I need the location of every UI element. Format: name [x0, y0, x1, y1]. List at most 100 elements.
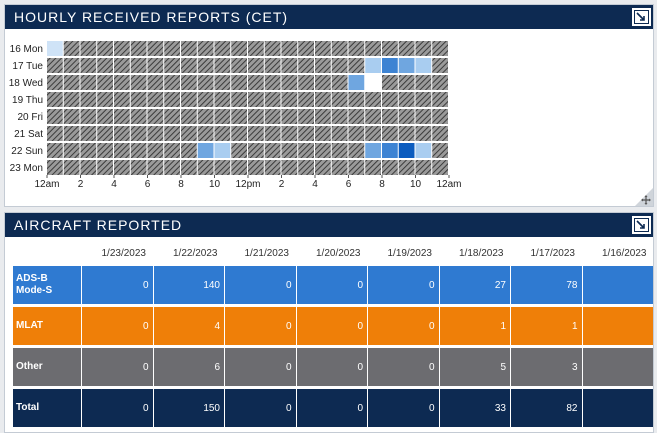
heatmap-cell[interactable] — [164, 143, 180, 158]
heatmap-cell[interactable] — [348, 58, 365, 73]
heatmap-cell[interactable] — [114, 75, 130, 90]
heatmap-cell[interactable] — [47, 126, 63, 141]
heatmap-cell[interactable] — [97, 92, 113, 107]
heatmap-cell[interactable] — [298, 126, 314, 141]
heatmap-cell[interactable] — [365, 143, 381, 158]
heatmap-cell[interactable] — [197, 160, 214, 175]
heatmap-cell[interactable] — [331, 126, 348, 141]
heatmap-cell[interactable] — [130, 58, 147, 73]
heatmap-cell[interactable] — [214, 160, 231, 175]
heatmap-cell[interactable] — [298, 75, 314, 90]
heatmap-cell[interactable] — [382, 160, 398, 175]
heatmap-cell[interactable] — [130, 109, 147, 124]
heatmap-cell[interactable] — [264, 160, 281, 175]
heatmap-cell[interactable] — [147, 41, 164, 56]
heatmap-cell[interactable] — [415, 75, 432, 90]
heatmap-cell[interactable] — [214, 92, 231, 107]
heatmap-cell[interactable] — [164, 92, 180, 107]
heatmap-cell[interactable] — [181, 126, 197, 141]
heatmap-cell[interactable] — [197, 109, 214, 124]
heatmap-cell[interactable] — [281, 92, 298, 107]
heatmap-cell[interactable] — [147, 92, 164, 107]
heatmap-cell[interactable] — [331, 160, 348, 175]
heatmap-cell[interactable] — [231, 109, 247, 124]
heatmap-cell[interactable] — [398, 160, 415, 175]
heatmap-cell[interactable] — [398, 75, 415, 90]
heatmap-cell[interactable] — [331, 75, 348, 90]
heatmap-cell[interactable] — [197, 58, 214, 73]
heatmap-cell[interactable] — [164, 109, 180, 124]
heatmap-cell[interactable] — [315, 109, 331, 124]
heatmap-cell[interactable] — [348, 143, 365, 158]
heatmap-cell[interactable] — [398, 143, 415, 158]
heatmap-cell[interactable] — [197, 143, 214, 158]
heatmap-cell[interactable] — [432, 126, 448, 141]
heatmap-cell[interactable] — [248, 126, 264, 141]
heatmap-cell[interactable] — [47, 41, 63, 56]
heatmap-cell[interactable] — [80, 75, 97, 90]
heatmap-cell[interactable] — [197, 41, 214, 56]
heatmap-cell[interactable] — [415, 41, 432, 56]
heatmap-cell[interactable] — [63, 58, 80, 73]
heatmap-cell[interactable] — [114, 126, 130, 141]
heatmap-cell[interactable] — [181, 41, 197, 56]
heatmap-cell[interactable] — [231, 58, 247, 73]
heatmap-cell[interactable] — [315, 75, 331, 90]
heatmap-cell[interactable] — [47, 75, 63, 90]
heatmap-cell[interactable] — [348, 92, 365, 107]
heatmap-cell[interactable] — [281, 41, 298, 56]
heatmap-cell[interactable] — [63, 126, 80, 141]
heatmap-cell[interactable] — [181, 92, 197, 107]
heatmap-cell[interactable] — [348, 160, 365, 175]
heatmap-cell[interactable] — [197, 92, 214, 107]
heatmap-cell[interactable] — [415, 143, 432, 158]
heatmap-cell[interactable] — [248, 92, 264, 107]
heatmap-cell[interactable] — [264, 75, 281, 90]
heatmap-cell[interactable] — [281, 58, 298, 73]
heatmap-cell[interactable] — [114, 58, 130, 73]
heatmap-cell[interactable] — [331, 109, 348, 124]
heatmap-cell[interactable] — [231, 92, 247, 107]
heatmap-cell[interactable] — [80, 109, 97, 124]
heatmap-cell[interactable] — [164, 75, 180, 90]
heatmap-cell[interactable] — [398, 109, 415, 124]
heatmap-cell[interactable] — [382, 41, 398, 56]
heatmap-cell[interactable] — [80, 143, 97, 158]
heatmap-cell[interactable] — [214, 126, 231, 141]
heatmap-cell[interactable] — [415, 58, 432, 73]
heatmap-cell[interactable] — [248, 109, 264, 124]
heatmap-cell[interactable] — [298, 160, 314, 175]
heatmap-cell[interactable] — [80, 126, 97, 141]
heatmap-cell[interactable] — [197, 75, 214, 90]
heatmap-cell[interactable] — [231, 41, 247, 56]
heatmap-cell[interactable] — [432, 58, 448, 73]
heatmap-cell[interactable] — [80, 41, 97, 56]
heatmap-cell[interactable] — [147, 75, 164, 90]
heatmap-cell[interactable] — [214, 143, 231, 158]
heatmap-cell[interactable] — [97, 126, 113, 141]
heatmap-cell[interactable] — [382, 126, 398, 141]
heatmap-cell[interactable] — [97, 41, 113, 56]
heatmap-cell[interactable] — [248, 58, 264, 73]
heatmap-cell[interactable] — [63, 143, 80, 158]
heatmap-cell[interactable] — [415, 109, 432, 124]
expand-icon[interactable] — [632, 216, 651, 234]
heatmap-cell[interactable] — [248, 160, 264, 175]
heatmap-cell[interactable] — [47, 58, 63, 73]
heatmap-cell[interactable] — [181, 109, 197, 124]
heatmap-cell[interactable] — [214, 58, 231, 73]
heatmap-cell[interactable] — [181, 160, 197, 175]
heatmap-cell[interactable] — [63, 41, 80, 56]
heatmap-cell[interactable] — [63, 92, 80, 107]
heatmap-cell[interactable] — [281, 126, 298, 141]
heatmap-cell[interactable] — [264, 41, 281, 56]
heatmap-cell[interactable] — [248, 41, 264, 56]
heatmap-cell[interactable] — [130, 41, 147, 56]
heatmap-cell[interactable] — [415, 160, 432, 175]
heatmap-cell[interactable] — [365, 126, 381, 141]
heatmap-cell[interactable] — [382, 58, 398, 73]
heatmap-cell[interactable] — [63, 109, 80, 124]
heatmap-cell[interactable] — [147, 126, 164, 141]
heatmap-cell[interactable] — [147, 160, 164, 175]
heatmap-cell[interactable] — [298, 143, 314, 158]
